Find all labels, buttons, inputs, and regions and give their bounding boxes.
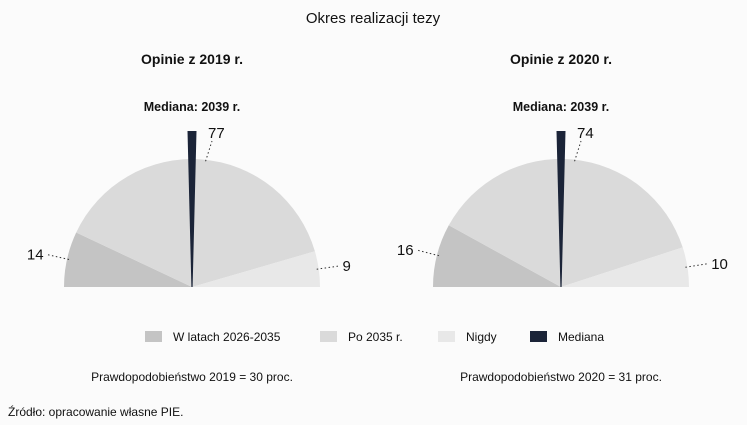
- chart-2020-title: Opinie z 2020 r.: [510, 51, 612, 67]
- data-label-2020-po-2035: 74: [577, 125, 594, 142]
- leader-2019-po-2035: [205, 140, 213, 162]
- legend-swatch-po-2035: [320, 331, 337, 342]
- median-needle-2020: [556, 131, 566, 287]
- chart-2019-subtitle: Mediana: 2039 r.: [144, 100, 241, 114]
- leader-2020-w-latach: [417, 249, 440, 257]
- chart-2019-note: Prawdopodobieństwo 2019 = 30 proc.: [91, 370, 293, 384]
- slice-2019-po-2035: [76, 159, 315, 287]
- data-label-2019-nigdy: 9: [343, 258, 351, 275]
- legend-label-nigdy: Nigdy: [466, 330, 497, 344]
- chart-2020: Opinie z 2020 r. Mediana: 2039 r. 16 74 10…: [397, 51, 728, 384]
- legend-swatch-mediana: [530, 331, 547, 342]
- data-label-2019-po-2035: 77: [208, 125, 225, 142]
- legend-swatch-w-latach: [145, 331, 162, 342]
- legend-label-mediana: Mediana: [558, 330, 604, 344]
- slice-2019-nigdy: [192, 251, 320, 287]
- chart-2019: Opinie z 2019 r. Mediana: 2039 r. 14779 …: [27, 51, 351, 384]
- chart-2019-title: Opinie z 2019 r.: [141, 51, 243, 67]
- data-label-2020-w-latach: 16: [397, 242, 414, 259]
- chart-title: Okres realizacji tezy: [306, 10, 441, 27]
- leader-2020-nigdy: [685, 263, 708, 268]
- chart-2020-note: Prawdopodobieństwo 2020 = 31 proc.: [460, 370, 662, 384]
- leader-2019-w-latach: [47, 254, 70, 260]
- slice-2020-po-2035: [448, 158, 683, 287]
- source-note: Źródło: opracowanie własne PIE.: [8, 404, 183, 419]
- leader-2019-nigdy: [316, 265, 339, 270]
- legend-item-mediana: Mediana: [530, 330, 604, 344]
- leader-2020-po-2035: [574, 140, 582, 162]
- chart-2020-subtitle: Mediana: 2039 r.: [513, 100, 610, 114]
- median-needle-2019: [187, 131, 197, 287]
- slice-2020-w-latach: [432, 225, 561, 287]
- data-label-2020-nigdy: 10: [711, 256, 728, 273]
- legend-label-w-latach: W latach 2026-2035: [173, 330, 281, 344]
- data-label-2019-w-latach: 14: [27, 247, 44, 264]
- legend-item-nigdy: Nigdy: [438, 330, 497, 344]
- legend-item-w-latach: W latach 2026-2035: [145, 330, 281, 344]
- legend: W latach 2026-2035 Po 2035 r. Nigdy Medi…: [145, 330, 604, 344]
- legend-swatch-nigdy: [438, 331, 455, 342]
- legend-label-po-2035: Po 2035 r.: [348, 330, 403, 344]
- legend-item-po-2035: Po 2035 r.: [320, 330, 403, 344]
- slice-2019-w-latach: [64, 232, 192, 287]
- slice-2020-nigdy: [561, 247, 689, 287]
